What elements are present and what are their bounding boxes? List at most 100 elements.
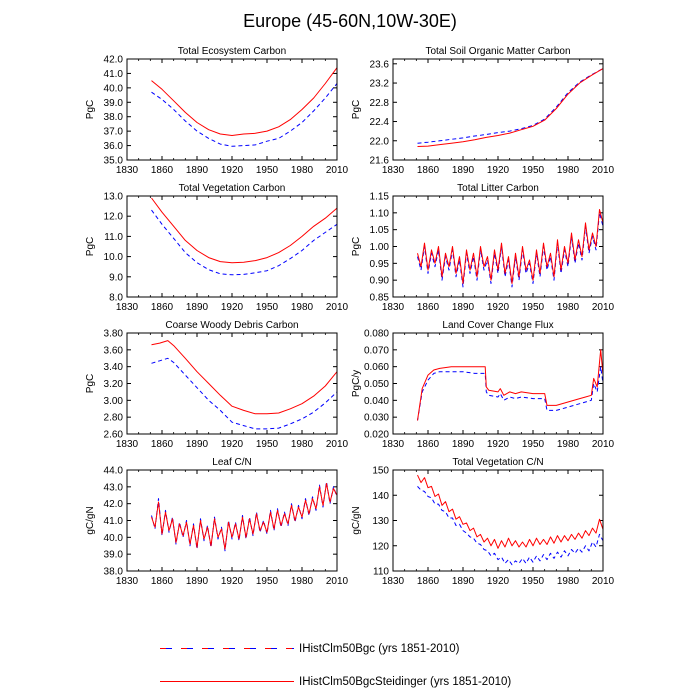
- chart-panel: Total Vegetation Carbon PgC 1830 1860 1890 19…: [85, 183, 349, 313]
- x-tick-label: 1980: [557, 302, 580, 313]
- y-tick-label: 3.40: [104, 362, 124, 373]
- series-line-steidinger: [417, 68, 604, 147]
- y-tick-label: 36.0: [104, 141, 124, 152]
- y-tick-label: 150: [372, 466, 389, 477]
- y-tick-label: 0.85: [370, 293, 390, 304]
- x-tick-label: 1830: [382, 165, 405, 176]
- plot-frame: [392, 469, 604, 572]
- y-tick-label: 0.040: [364, 396, 389, 407]
- panel-title: Total Vegetation Carbon: [179, 183, 286, 194]
- legend: IHistClm50Bgc (yrs 1851-2010) IHistClm50…: [160, 643, 511, 688]
- y-axis-label: PgC: [85, 374, 96, 393]
- x-tick-label: 2010: [592, 576, 615, 587]
- x-tick-label: 1830: [382, 576, 405, 587]
- series-line-steidinger: [151, 483, 338, 550]
- y-tick-label: 0.080: [364, 329, 389, 340]
- x-tick-label: 1860: [151, 439, 174, 450]
- y-tick-label: 42.0: [104, 499, 124, 510]
- x-tick-label: 1830: [116, 302, 139, 313]
- x-tick-label: 1890: [186, 165, 209, 176]
- chart-panel: Land Cover Change Flux PgC/y 1830 1860 1890 1…: [351, 320, 615, 450]
- y-tick-label: 42.0: [104, 55, 124, 66]
- y-tick-label: 12.0: [104, 212, 124, 223]
- x-tick-label: 1920: [487, 302, 510, 313]
- y-axis-label: gC/gN: [85, 506, 96, 534]
- x-tick-label: 2010: [326, 576, 349, 587]
- chart-panel: Total Soil Organic Matter Carbon PgC 1830 1…: [351, 46, 615, 176]
- plot-frame: [392, 195, 604, 298]
- panel-title: Total Vegetation C/N: [452, 457, 543, 468]
- x-tick-label: 1980: [291, 302, 314, 313]
- y-tick-label: 3.80: [104, 329, 124, 340]
- x-tick-label: 1980: [291, 576, 314, 587]
- x-tick-label: 1950: [256, 302, 279, 313]
- y-tick-label: 130: [372, 516, 389, 527]
- series-line-steidinger: [417, 209, 604, 284]
- y-tick-label: 1.10: [370, 208, 390, 219]
- figure-title: Europe (45-60N,10W-30E): [243, 11, 457, 31]
- y-tick-label: 0.020: [364, 430, 389, 441]
- y-tick-label: 2.80: [104, 413, 124, 424]
- y-tick-label: 22.8: [370, 98, 390, 109]
- y-tick-label: 0.90: [370, 276, 390, 287]
- y-tick-label: 3.00: [104, 396, 124, 407]
- y-tick-label: 110: [373, 567, 389, 578]
- plot-frame: [126, 469, 338, 572]
- y-tick-label: 0.050: [364, 379, 389, 390]
- y-tick-label: 23.6: [370, 59, 390, 70]
- plot-frame: [126, 58, 338, 161]
- y-axis-label: PgC: [85, 100, 96, 119]
- y-tick-label: 0.070: [364, 345, 389, 356]
- y-tick-label: 40.0: [104, 83, 124, 94]
- x-tick-label: 1890: [452, 165, 475, 176]
- x-tick-label: 1830: [116, 576, 139, 587]
- x-tick-label: 1890: [186, 576, 209, 587]
- x-tick-label: 1830: [116, 165, 139, 176]
- series-line-steidinger: [417, 349, 604, 421]
- x-tick-label: 1980: [291, 439, 314, 450]
- panel-title: Land Cover Change Flux: [442, 320, 553, 331]
- y-tick-label: 39.0: [104, 98, 124, 109]
- series-line-bgc: [151, 357, 338, 430]
- chart-panel: Leaf C/N gC/gN 1830 1860 1890 1920 1950 1980 201…: [85, 457, 349, 587]
- y-tick-label: 0.030: [364, 413, 389, 424]
- series-line-steidinger: [417, 474, 604, 549]
- x-tick-label: 1920: [221, 165, 244, 176]
- x-tick-label: 1950: [522, 302, 545, 313]
- x-tick-label: 1860: [417, 439, 440, 450]
- series-line-steidinger: [151, 340, 338, 415]
- x-tick-label: 1890: [452, 302, 475, 313]
- series-line-bgc: [151, 209, 338, 276]
- y-tick-label: 38.0: [104, 112, 124, 123]
- chart-panels: Total Ecosystem Carbon PgC 1830 1860 1890 192…: [85, 46, 615, 587]
- y-tick-label: 1.05: [370, 225, 390, 236]
- series-line-bgc: [417, 486, 604, 566]
- chart-panel: Total Litter Carbon PgC 1830 1860 1890 1920 19…: [351, 183, 615, 313]
- y-tick-label: 120: [372, 541, 389, 552]
- x-tick-label: 1890: [186, 302, 209, 313]
- y-tick-label: 35.0: [104, 156, 124, 167]
- x-tick-label: 1860: [417, 576, 440, 587]
- x-tick-label: 1950: [256, 576, 279, 587]
- x-tick-label: 1860: [151, 165, 174, 176]
- y-tick-label: 2.60: [104, 430, 124, 441]
- y-tick-label: 37.0: [104, 127, 124, 138]
- x-tick-label: 1920: [221, 576, 244, 587]
- y-axis-label: PgC: [85, 237, 96, 256]
- x-tick-label: 1890: [452, 439, 475, 450]
- x-tick-label: 1950: [256, 439, 279, 450]
- y-tick-label: 3.20: [104, 379, 124, 390]
- y-tick-label: 0.060: [364, 362, 389, 373]
- plot-frame: [126, 332, 338, 435]
- x-tick-label: 1830: [382, 302, 405, 313]
- series-line-bgc: [151, 481, 338, 552]
- y-tick-label: 13.0: [104, 192, 124, 203]
- legend-item: IHistClm50BgcSteidinger (yrs 1851-2010): [160, 676, 511, 688]
- y-axis-label: PgC: [351, 237, 362, 256]
- x-tick-label: 1830: [382, 439, 405, 450]
- x-tick-label: 1950: [522, 576, 545, 587]
- chart-panel: Total Ecosystem Carbon PgC 1830 1860 1890 192…: [85, 46, 349, 176]
- y-tick-label: 43.0: [104, 482, 124, 493]
- x-tick-label: 2010: [326, 302, 349, 313]
